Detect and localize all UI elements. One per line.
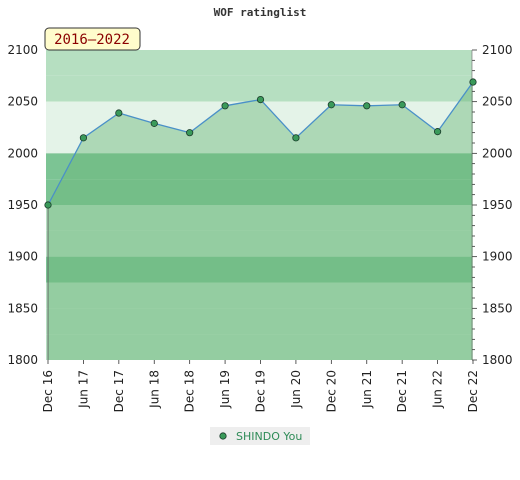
legend-label[interactable]: SHINDO You — [236, 430, 302, 443]
data-point — [256, 96, 265, 104]
data-point — [79, 134, 88, 142]
background-band — [46, 179, 472, 205]
y-tick-label-right: 1950 — [482, 198, 513, 212]
x-tick-label: Dec 22 — [466, 370, 480, 412]
y-tick-label-right: 2100 — [482, 43, 513, 57]
y-tick-label-left: 1950 — [7, 198, 38, 212]
data-point — [433, 128, 442, 136]
data-marks — [44, 78, 477, 209]
y-tick-label-left: 2100 — [7, 43, 38, 57]
background-band — [46, 153, 472, 180]
legend-marker — [219, 432, 227, 440]
data-point — [292, 134, 300, 142]
y-tick-label-right: 1900 — [482, 250, 513, 264]
period-badge: 2016–2022 — [44, 27, 141, 51]
y-tick-label-right: 2000 — [482, 146, 513, 160]
chart-title: WOF ratinglist — [214, 6, 307, 19]
x-tick-label: Jun 20 — [289, 370, 303, 409]
data-point — [115, 109, 123, 117]
background-band — [46, 50, 472, 76]
x-tick-label: Dec 19 — [254, 370, 268, 412]
data-point — [221, 102, 229, 110]
background-band — [46, 256, 472, 283]
data-point — [469, 78, 477, 86]
background-band — [46, 127, 472, 154]
y-tick-label-left: 2050 — [7, 95, 38, 109]
data-point — [186, 129, 194, 137]
background-band — [46, 334, 472, 360]
data-point — [150, 119, 158, 127]
legend-box — [210, 427, 310, 445]
period-badge-text: 2016–2022 — [54, 32, 130, 48]
background-band — [46, 205, 472, 231]
background-band — [46, 308, 472, 335]
x-tick-label: Jun 17 — [76, 370, 90, 409]
x-tick-label: Dec 21 — [395, 370, 409, 412]
period-badge-box — [44, 27, 141, 51]
data-point — [398, 101, 406, 109]
x-tick-label: Dec 20 — [324, 370, 338, 412]
y-tick-label-right: 1850 — [482, 301, 513, 315]
background-band — [46, 282, 472, 309]
background-bands — [46, 50, 472, 360]
x-tick-label: Dec 18 — [183, 370, 197, 412]
data-point — [44, 201, 52, 209]
y-tick-label-left: 1900 — [7, 250, 38, 264]
data-point — [327, 101, 335, 109]
x-tick-label: Dec 17 — [112, 370, 126, 412]
background-band — [46, 230, 472, 257]
y-tick-label-left: 1800 — [7, 353, 38, 367]
y-tick-label-right: 1800 — [482, 353, 513, 367]
y-tick-label-left: 2000 — [7, 146, 38, 160]
axes: 1800 1800 1850 1850 1900 1900 1950 1950 2000 2000… — [7, 43, 512, 412]
x-tick-label: Jun 19 — [218, 370, 232, 409]
x-tick-label: Jun 21 — [360, 370, 374, 409]
legend[interactable]: SHINDO You — [210, 427, 310, 445]
x-tick-label: Jun 18 — [147, 370, 161, 409]
x-tick-label: Jun 22 — [431, 370, 445, 409]
series-area — [48, 82, 473, 361]
area-layer — [47, 81, 474, 361]
y-tick-label-left: 1850 — [7, 301, 38, 315]
x-tick-label: Dec 16 — [41, 370, 55, 412]
data-point — [363, 102, 371, 110]
y-tick-label-right: 2050 — [482, 95, 513, 109]
